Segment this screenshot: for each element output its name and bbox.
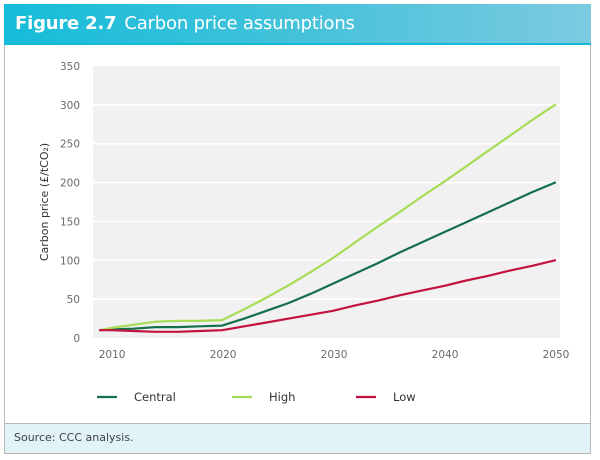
y-tick-label: 200 [60, 178, 80, 190]
y-tick-label: 250 [60, 139, 80, 151]
figure-number: Figure 2.7 [15, 13, 117, 34]
figure-title-text: Carbon price assumptions [124, 13, 355, 34]
figure-title: Figure 2.7 Carbon price assumptions [15, 13, 355, 34]
x-tick-label: 2020 [210, 349, 237, 361]
source-note: Source: CCC analysis. [14, 431, 134, 444]
plot-area [93, 66, 560, 338]
y-tick-label: 100 [60, 255, 80, 267]
legend-label-central: Central [134, 390, 176, 404]
series-line-low [98, 259, 557, 333]
x-tick-label: 2050 [543, 349, 570, 361]
series-line-high [98, 103, 557, 332]
y-tick-label: 300 [60, 100, 80, 112]
legend-label-low: Low [393, 390, 416, 404]
y-tick-label: 350 [60, 61, 80, 73]
legend-label-high: High [269, 390, 295, 404]
x-tick-label: 2040 [432, 349, 459, 361]
x-tick-label: 2010 [99, 349, 126, 361]
figure-header: Figure 2.7 Carbon price assumptions [4, 4, 591, 45]
x-tick-label: 2030 [321, 349, 348, 361]
y-tick-label: 0 [73, 333, 80, 345]
y-tick-label: 50 [67, 294, 80, 306]
y-tick-label: 150 [60, 216, 80, 228]
y-axis-label: Carbon price (£/tCO₂) [38, 143, 51, 261]
series-line-central [98, 181, 557, 332]
source-footer: Source: CCC analysis. [5, 423, 590, 453]
